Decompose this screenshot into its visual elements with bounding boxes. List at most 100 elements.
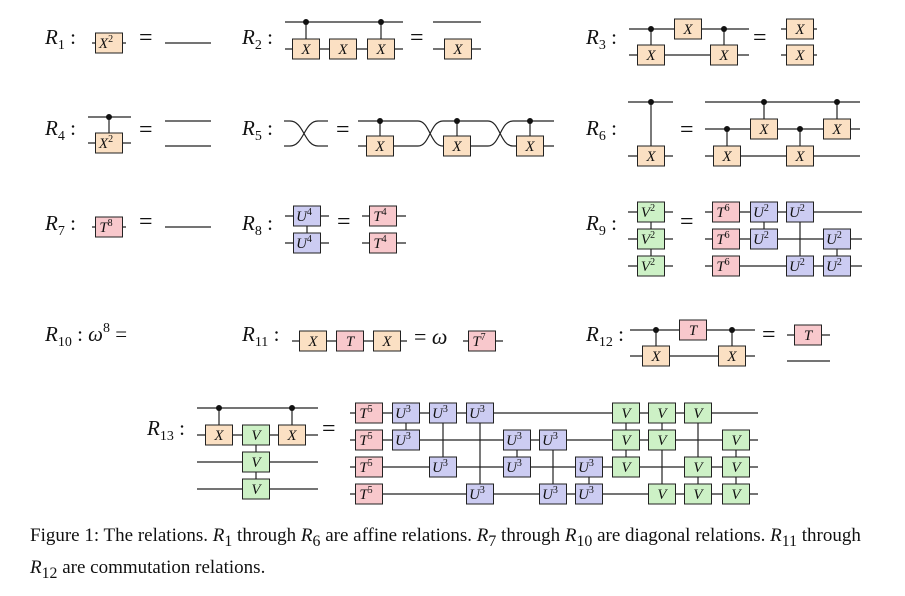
gate-v-box — [648, 429, 676, 451]
control-dot — [761, 99, 767, 105]
gate-u-box — [750, 228, 778, 250]
caption-r1: R — [212, 525, 225, 546]
relation-label-r10: R10 : ω8 = — [44, 321, 127, 350]
gate-label: V — [731, 433, 742, 449]
caption-diagonal: are diagonal relations. — [592, 525, 771, 546]
control-dot — [729, 327, 735, 333]
gate-u-box — [750, 201, 778, 223]
gate-label: T — [346, 334, 356, 350]
gate-x-box — [674, 18, 702, 40]
relation-label-r13: R13 : — [146, 416, 185, 444]
equals-sign-r7: = — [139, 209, 153, 235]
gate-x-box — [516, 135, 544, 157]
caption-r11: R — [770, 525, 782, 546]
gate-v-box — [648, 402, 676, 424]
gate-x-box — [443, 135, 471, 157]
gate-label: V — [251, 428, 262, 444]
gate-u-box — [429, 402, 457, 424]
caption-lead: Figure 1: The relations. — [30, 525, 213, 546]
gate-u-box — [466, 483, 494, 505]
gate-label: X — [374, 139, 385, 155]
equals-sign-r9: = — [680, 209, 694, 235]
gate-t-box — [468, 330, 496, 352]
gate-x-box — [373, 330, 401, 352]
equals-sign-r6: = — [680, 117, 694, 143]
gate-label: X — [721, 149, 732, 165]
relation-label-r2: R2 : — [241, 25, 273, 53]
gate-v-box — [242, 451, 270, 473]
gate-label: X — [794, 22, 805, 38]
gate-v-box — [637, 201, 665, 223]
gate-x-box — [292, 38, 320, 60]
swap-crossing — [289, 120, 319, 147]
control-dot — [527, 118, 533, 124]
gate-v-box — [637, 255, 665, 277]
gate-u-box — [823, 228, 851, 250]
gate-x-box — [205, 424, 233, 446]
caption-r10: R — [564, 525, 577, 546]
gate-label: X — [524, 139, 535, 155]
gate-label: X — [452, 42, 463, 58]
control-dot — [303, 19, 309, 25]
gate-u-box — [503, 429, 531, 451]
caption-affine: are affine relations. — [320, 525, 477, 546]
control-dot — [653, 327, 659, 333]
gate-u-box — [392, 402, 420, 424]
relation-label-r12: R12 : — [585, 322, 624, 350]
gate-t-box — [712, 228, 740, 250]
equals-sign-r12: = — [762, 322, 776, 348]
gate-u-box — [539, 429, 567, 451]
gate-t-box — [355, 429, 383, 451]
gate-v-box — [684, 483, 712, 505]
equals-sign-r3: = — [753, 25, 767, 51]
gate-label: X — [794, 149, 805, 165]
gate-label: X — [650, 349, 661, 365]
gate-u-box — [575, 456, 603, 478]
gate-v-box — [637, 228, 665, 250]
caption-r11-sub: 11 — [781, 532, 797, 550]
gate-label: V — [731, 487, 742, 503]
gate-label: X — [375, 42, 386, 58]
caption-through-2: through — [496, 525, 565, 546]
gate-label: X — [645, 48, 656, 64]
gate-v-box — [722, 429, 750, 451]
gate-t-box — [336, 330, 364, 352]
gate-label: V — [657, 433, 668, 449]
gate-u-box — [293, 232, 321, 254]
gate-u-box — [823, 255, 851, 277]
gate-label: X — [381, 334, 392, 350]
control-dot — [106, 114, 112, 120]
gate-label: V — [657, 406, 668, 422]
gate-label: X — [831, 122, 842, 138]
gate-label: V — [251, 482, 262, 498]
relation-label-r9: R9 : — [585, 211, 617, 239]
gate-label: X — [726, 349, 737, 365]
caption-commutation: are commutation relations. — [57, 556, 266, 578]
gate-label: X — [758, 122, 769, 138]
control-dot — [378, 19, 384, 25]
relation-label-r6: R6 : — [585, 116, 617, 144]
gate-t-box — [794, 324, 822, 346]
gate-u-box — [786, 255, 814, 277]
gate-x-box — [637, 145, 665, 167]
caption-r6: R — [300, 525, 313, 546]
gate-v-box — [242, 424, 270, 446]
gate-v-box — [722, 483, 750, 505]
gate-u-box — [786, 201, 814, 223]
gate-label: X — [451, 139, 462, 155]
gate-label: X — [645, 149, 656, 165]
gate-t-box — [355, 456, 383, 478]
gate-v-box — [722, 456, 750, 478]
caption-through-3: through — [797, 525, 861, 546]
gate-label: V — [621, 433, 632, 449]
gate-x-box — [823, 118, 851, 140]
gate-u-box — [392, 429, 420, 451]
gate-v-box — [648, 483, 676, 505]
gate-label: X — [300, 42, 311, 58]
gate-u-box — [429, 456, 457, 478]
gate-t-box — [355, 483, 383, 505]
gate-x-box — [367, 38, 395, 60]
gate-t-box — [95, 216, 123, 238]
gate-label: V — [693, 460, 704, 476]
control-dot — [721, 26, 727, 32]
